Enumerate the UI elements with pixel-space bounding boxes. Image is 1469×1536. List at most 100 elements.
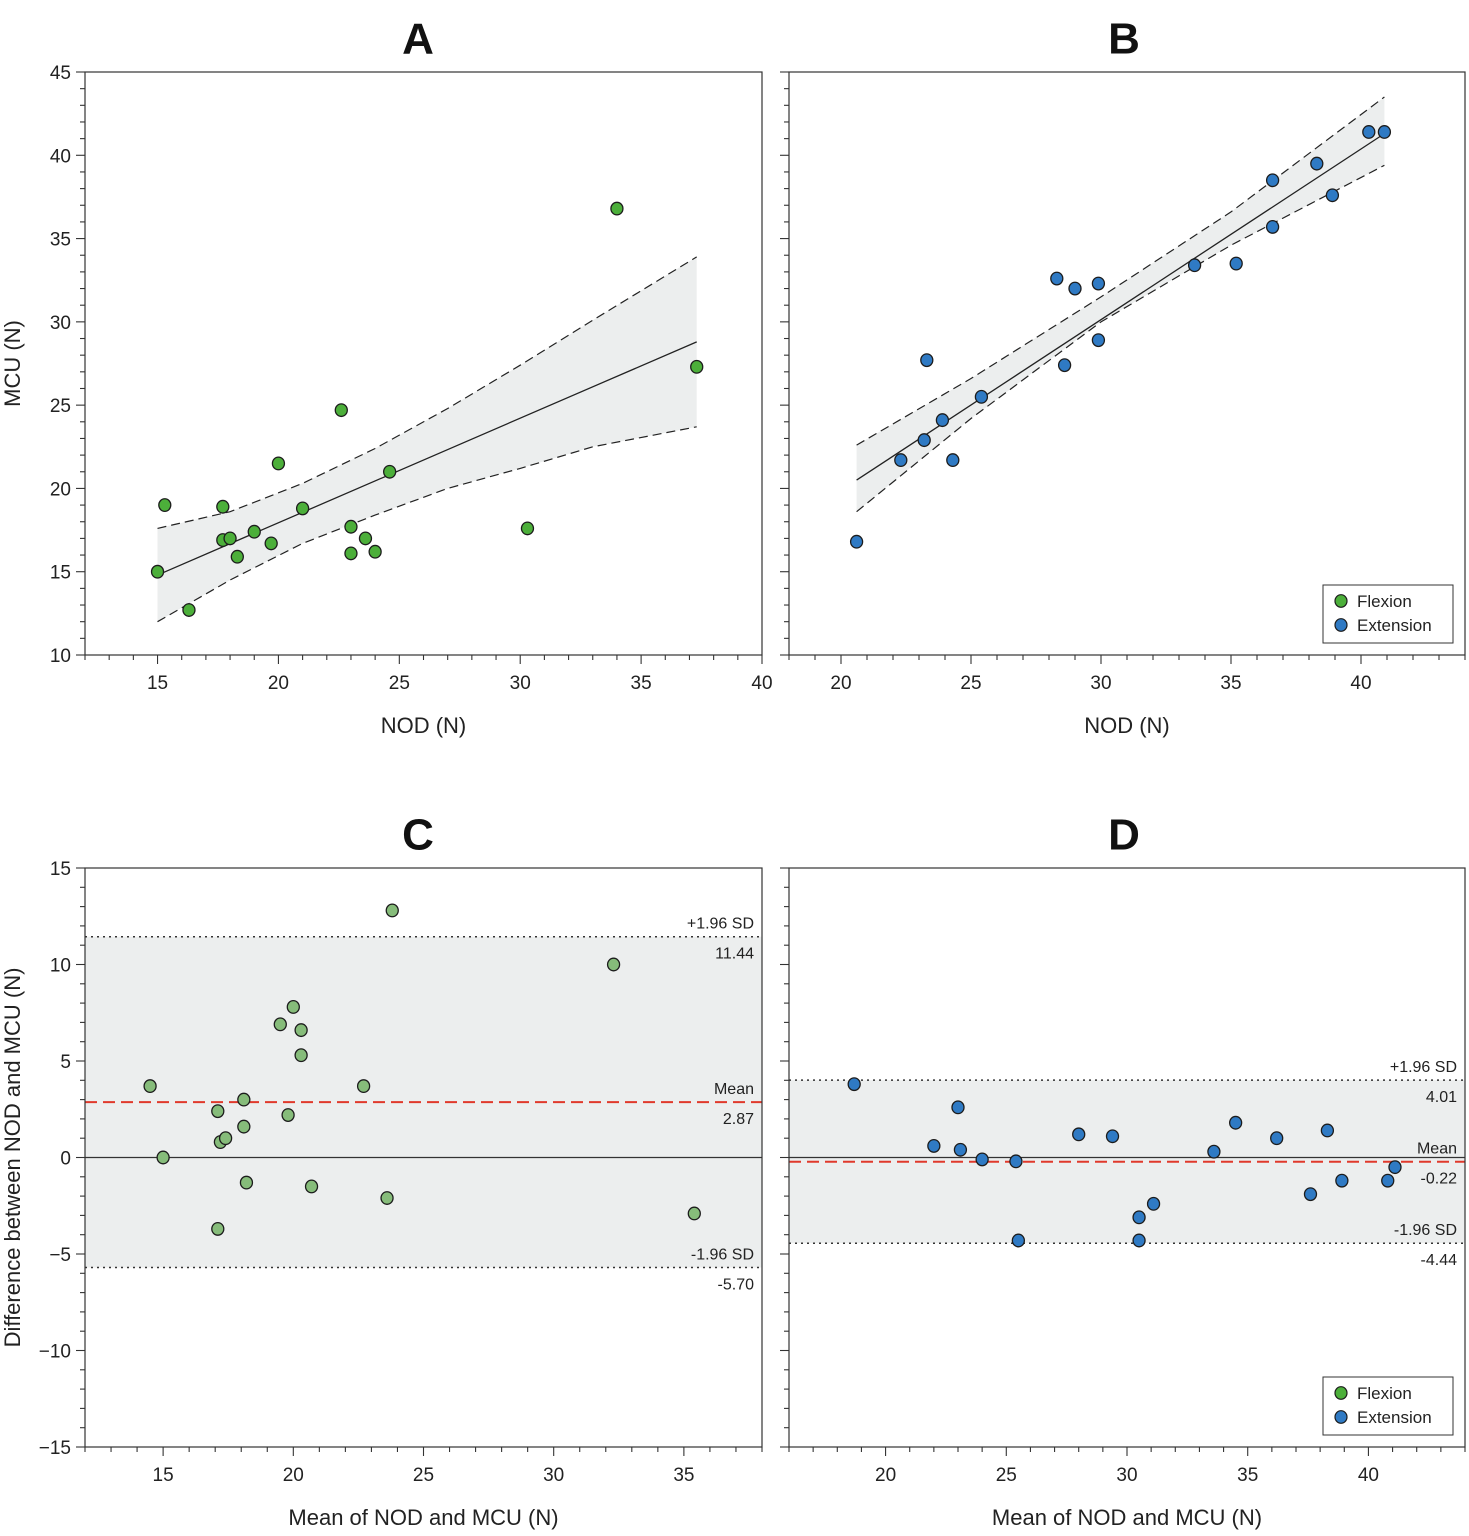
legend-box (1322, 1376, 1454, 1436)
data-point (1381, 1173, 1395, 1188)
data-point (281, 1108, 295, 1122)
x-tick-label: 40 (751, 673, 772, 694)
x-tick-label: 20 (875, 1465, 896, 1486)
plot-area (85, 903, 762, 1269)
panel-d: D +1.96 SD 4.01 Mean -0.22 -1.96 SD -4.44 20 25 3… (780, 811, 1466, 1530)
data-point (1009, 1154, 1023, 1169)
y-tick-label: 5 (60, 1052, 71, 1073)
data-point (1187, 258, 1202, 273)
data-point (271, 456, 286, 471)
data-point (610, 201, 624, 216)
confidence-band (157, 256, 697, 622)
x-tick-label: 35 (1237, 1465, 1258, 1486)
extension-legend-marker (1334, 618, 1348, 632)
x-tick-label: 40 (1350, 673, 1371, 694)
plot-area (150, 201, 704, 623)
x-axis-label: NOD (N) (381, 713, 467, 738)
data-point (606, 957, 621, 972)
data-point (1050, 271, 1064, 286)
x-tick-label: 30 (543, 1465, 564, 1486)
data-point (211, 1104, 225, 1119)
y-tick-label: 15 (50, 859, 71, 880)
data-point (920, 353, 934, 368)
data-point (1091, 333, 1106, 348)
data-point (1229, 256, 1243, 271)
data-point (230, 549, 244, 564)
x-axis-label: Mean of NOD and MCU (N) (288, 1505, 558, 1530)
data-point (382, 464, 397, 479)
data-point (1068, 281, 1082, 296)
legend-label-flexion: Flexion (1357, 1384, 1412, 1403)
data-point (223, 531, 237, 546)
data-point (237, 1119, 251, 1134)
ci-lower-line (856, 164, 1385, 513)
legend-box (1322, 584, 1454, 644)
data-point (1228, 1115, 1243, 1130)
data-point (385, 903, 399, 918)
extension-legend-marker (1334, 1410, 1348, 1424)
x-axis-label: NOD (N) (1084, 713, 1170, 738)
data-point (1388, 1160, 1402, 1175)
panel-title: A (402, 15, 434, 64)
x-tick-label: 25 (389, 673, 410, 694)
x-tick-label: 35 (631, 673, 652, 694)
data-point (946, 453, 960, 468)
ci-lower-line (157, 426, 697, 623)
x-tick-label: 15 (153, 1465, 174, 1486)
lower-line-label: -1.96 SD (691, 1247, 754, 1264)
y-tick-label: 15 (50, 563, 71, 584)
ci-upper-line (856, 96, 1385, 446)
plot-area (789, 1077, 1465, 1248)
data-point (1105, 1129, 1120, 1144)
data-point (237, 1092, 251, 1107)
data-point (975, 1152, 989, 1167)
upper-line-label: +1.96 SD (687, 916, 754, 933)
data-point (294, 1048, 308, 1063)
x-tick-label: 25 (413, 1465, 434, 1486)
x-tick-label: 20 (830, 673, 851, 694)
x-tick-label: 20 (283, 1465, 304, 1486)
panel-title: D (1108, 811, 1140, 860)
data-point (356, 1079, 371, 1094)
upper-line-label: +1.96 SD (1390, 1059, 1457, 1076)
x-tick-label: 20 (268, 673, 289, 694)
legend-label-extension: Extension (1357, 1408, 1432, 1427)
data-point (264, 536, 278, 551)
data-point (216, 499, 230, 514)
data-point (358, 531, 373, 546)
lower-line-value: -5.70 (718, 1277, 755, 1294)
panel-b: B 20 25 30 35 40 NOD (N) Flexion Extension (780, 15, 1466, 738)
data-point (156, 1150, 170, 1165)
regression-line (157, 341, 697, 576)
y-tick-label: 20 (50, 479, 71, 500)
data-point (211, 1221, 225, 1236)
data-point (927, 1138, 941, 1153)
data-point (974, 389, 989, 404)
legend-label-extension: Extension (1357, 616, 1432, 635)
ci-upper-line (157, 256, 698, 529)
data-point (247, 524, 261, 539)
data-point (1132, 1210, 1146, 1225)
data-point (687, 1206, 701, 1221)
x-axis-label: Mean of NOD and MCU (N) (992, 1505, 1262, 1530)
y-tick-label: 30 (50, 313, 71, 334)
legend-label-flexion: Flexion (1357, 592, 1412, 611)
data-point (304, 1179, 319, 1194)
x-tick-label: 30 (1090, 673, 1111, 694)
data-point (150, 564, 165, 579)
data-point (143, 1079, 157, 1094)
data-point (951, 1100, 965, 1115)
x-tick-label: 25 (960, 673, 981, 694)
data-point (1132, 1233, 1146, 1248)
panel-title: C (402, 811, 434, 860)
data-point (182, 603, 196, 617)
data-point (894, 453, 908, 468)
x-tick-label: 35 (1220, 673, 1241, 694)
y-tick-label: 25 (50, 396, 71, 417)
data-point (1325, 188, 1340, 203)
data-point (1207, 1144, 1221, 1159)
data-point (218, 1131, 233, 1146)
y-tick-label: 45 (50, 63, 71, 84)
x-tick-label: 15 (147, 673, 168, 694)
